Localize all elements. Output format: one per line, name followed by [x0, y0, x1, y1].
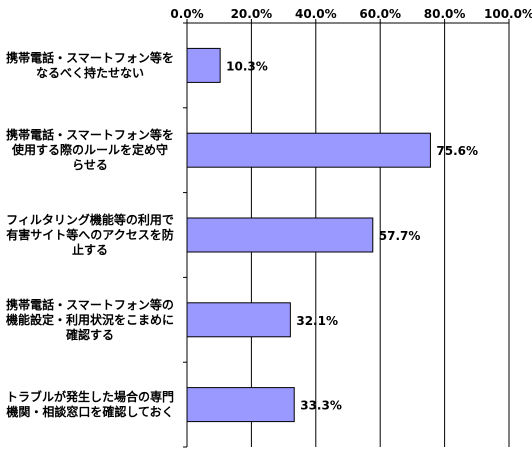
x-tick-label: 80.0%: [424, 7, 466, 21]
gridlines: [250, 23, 510, 447]
data-label: 10.3%: [226, 59, 268, 73]
category-label: 携帯電話・スマートフォン等を使用する際のルールを定め守らせる: [6, 127, 174, 172]
bar: [186, 132, 431, 168]
bar: [186, 217, 374, 253]
category-label: トラブルが発生した場合の専門機関・相談窓口を確認しておく: [6, 389, 174, 419]
category-labels: 携帯電話・スマートフォン等をなるべく持たせない携帯電話・スマートフォン等を使用す…: [6, 50, 174, 419]
axes: [183, 19, 510, 448]
category-label-line: フィルタリング機能等の利用で: [6, 212, 174, 227]
category-label-line: 携帯電話・スマートフォン等を: [6, 127, 174, 142]
category-label-line: 機能設定・利用状況をこまめに: [6, 312, 174, 327]
x-tick-label: 40.0%: [295, 7, 337, 21]
data-label: 33.3%: [300, 399, 342, 413]
category-label-line: 有害サイト等へのアクセスを防: [6, 227, 173, 242]
x-tick-label: 20.0%: [231, 7, 273, 21]
x-tick-label: 0.0%: [170, 7, 203, 21]
category-label-line: らせる: [72, 158, 108, 172]
x-tick-label: 60.0%: [359, 7, 401, 21]
category-label: フィルタリング機能等の利用で有害サイト等へのアクセスを防止する: [6, 212, 174, 257]
data-label: 57.7%: [379, 229, 421, 243]
category-label-line: 機関・相談窓口を確認しておく: [6, 404, 173, 419]
category-label-line: 確認する: [66, 327, 114, 342]
bar: [186, 302, 291, 338]
category-label-line: なるべく持たせない: [36, 65, 144, 80]
category-label-line: 携帯電話・スマートフォン等を: [6, 50, 174, 65]
category-label-line: 携帯電話・スマートフォン等の: [6, 297, 174, 312]
category-label: 携帯電話・スマートフォン等をなるべく持たせない: [6, 50, 174, 80]
bar: [186, 387, 295, 423]
bar: [186, 47, 221, 83]
x-tick-label: 100.0%: [484, 7, 532, 21]
data-labels: 10.3% 75.6% 57.7% 32.1% 33.3%: [226, 59, 478, 412]
x-tick-labels: 0.0% 20.0% 40.0% 60.0% 80.0% 100.0%: [170, 7, 532, 21]
category-label: 携帯電話・スマートフォン等の機能設定・利用状況をこまめに確認する: [6, 297, 174, 342]
category-label-line: 止する: [72, 242, 108, 257]
category-label-line: トラブルが発生した場合の専門: [6, 389, 174, 404]
category-label-line: 使用する際のルールを定め守: [11, 142, 168, 157]
data-label: 75.6%: [436, 144, 478, 158]
data-label: 32.1%: [296, 314, 338, 328]
